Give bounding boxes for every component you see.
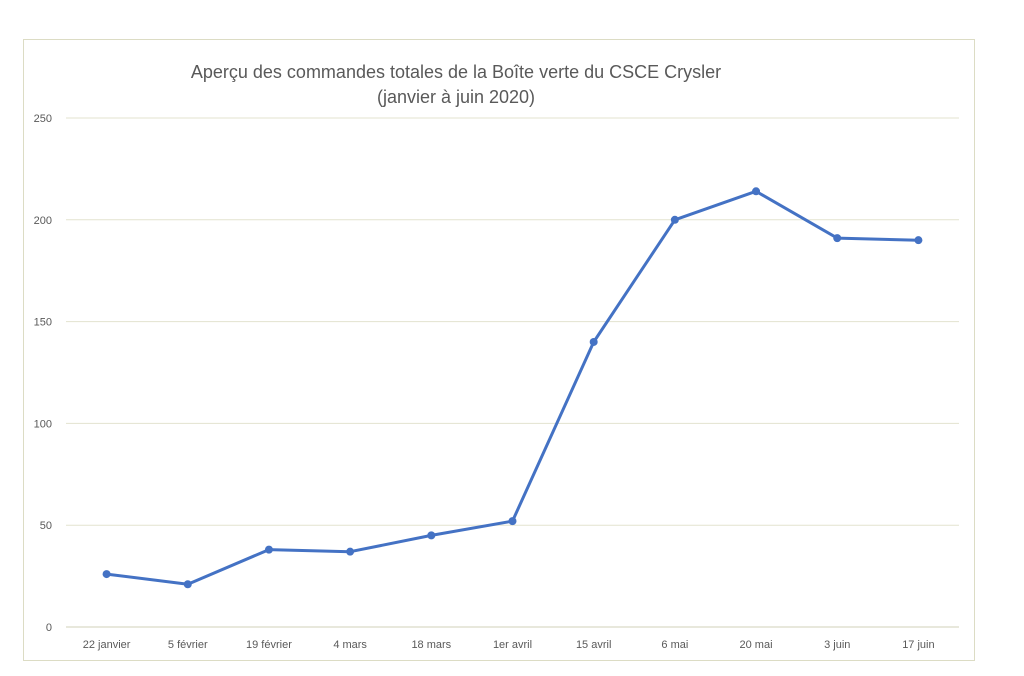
y-tick-label: 50 (40, 520, 52, 532)
chart-frame (23, 39, 975, 661)
data-point (427, 531, 436, 540)
data-point (264, 545, 273, 554)
data-point (183, 580, 192, 589)
x-tick-label: 18 mars (411, 639, 451, 651)
data-point (102, 570, 111, 579)
x-tick-label: 20 mai (740, 639, 773, 651)
x-tick-label: 19 février (246, 639, 292, 651)
data-point (589, 337, 598, 346)
x-tick-label: 1er avril (493, 639, 532, 651)
data-point (833, 234, 842, 243)
data-point (670, 215, 679, 224)
data-point (346, 547, 355, 556)
x-tick-label: 22 janvier (83, 639, 131, 651)
data-point (508, 517, 517, 526)
x-tick-label: 6 mai (661, 639, 688, 651)
chart-title-main: Aperçu des commandes totales de la Boîte… (190, 62, 722, 82)
y-tick-label: 150 (34, 317, 52, 329)
x-tick-label: 3 juin (824, 639, 850, 651)
x-tick-label: 4 mars (333, 639, 367, 651)
series-layer (102, 187, 923, 589)
data-point (752, 187, 761, 196)
chart-subtitle: (janvier à juin 2020) (376, 87, 536, 107)
y-tick-label: 250 (34, 113, 52, 125)
x-tick-label: 5 février (168, 639, 208, 651)
data-point (914, 236, 923, 245)
x-axis-ticks: 22 janvier 5 février 19 février 4 mars 18 ma… (83, 639, 935, 651)
chart-title: Aperçu des commandes totales de la Boîte… (0, 60, 912, 110)
y-tick-label: 0 (46, 622, 52, 634)
y-tick-label: 200 (34, 215, 52, 227)
grid-lines (66, 117, 959, 628)
y-tick-label: 100 (34, 418, 52, 430)
x-tick-label: 15 avril (576, 639, 611, 651)
x-tick-label: 17 juin (902, 639, 934, 651)
y-axis-ticks: 0 50 100 150 200 250 (34, 113, 52, 634)
